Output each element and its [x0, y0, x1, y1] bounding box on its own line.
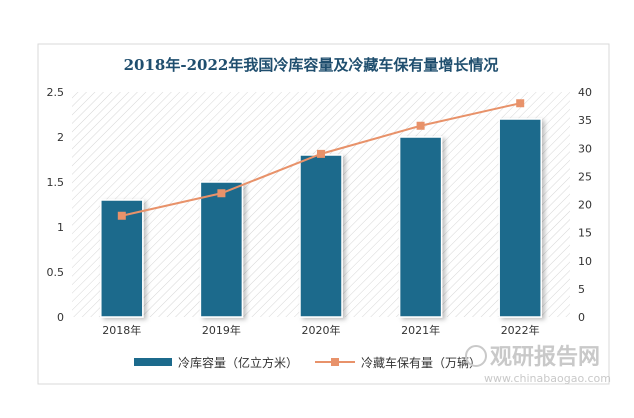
x-tick-label: 2020年: [302, 323, 341, 337]
y-left-tick-label: 2: [57, 131, 64, 144]
bar: [398, 136, 443, 318]
watermark-brand: 观研报告网: [490, 345, 600, 370]
y-left-tick-label: 2.5: [47, 86, 65, 99]
y-right-tick-label: 35: [578, 114, 592, 127]
y-right-tick-label: 0: [578, 311, 585, 324]
bar: [199, 181, 244, 318]
line-point: [217, 189, 226, 198]
legend-line-marker: [331, 358, 339, 366]
legend-bar-label: 冷库容量（亿立方米）: [178, 355, 298, 370]
y-left-tick-label: 0.5: [47, 266, 65, 279]
bar: [299, 154, 343, 318]
line-point: [516, 99, 525, 108]
y-right-tick-label: 30: [578, 142, 592, 155]
line-series: [117, 99, 525, 220]
line-point: [317, 149, 325, 158]
y-right-tick-label: 10: [578, 255, 592, 268]
x-tick-label: 2018年: [102, 323, 141, 337]
x-axis: 2018年 2019年 2020年 2021年 2022年: [102, 323, 539, 337]
x-tick-label: 2019年: [202, 323, 241, 337]
bar: [498, 118, 542, 318]
x-tick-label: 2022年: [501, 323, 540, 337]
x-tick-label: 2021年: [401, 323, 440, 337]
y-right-tick-label: 20: [578, 199, 592, 212]
line-point: [117, 211, 126, 220]
legend: 冷库容量（亿立方米） 冷藏车保有量（万辆）: [134, 355, 481, 370]
watermark-url: www.chinabaogao.com: [484, 372, 611, 385]
legend-bar-swatch: [134, 358, 172, 366]
bar-series: [100, 118, 542, 318]
watermark: 观研报告网 www.chinabaogao.com: [465, 345, 611, 385]
legend-line-label: 冷藏车保有量（万辆）: [361, 355, 481, 370]
y-left-tick-label: 0: [57, 311, 64, 324]
y-right-tick-label: 5: [578, 283, 585, 296]
y-right-tick-label: 15: [578, 227, 592, 240]
y-axis-right: 0 5 10 15 20 25 30 35 40: [578, 86, 592, 324]
watermark-logo-icon: [465, 345, 487, 367]
line-point: [416, 121, 425, 130]
y-right-tick-label: 25: [578, 170, 592, 183]
y-left-tick-label: 1: [57, 221, 64, 234]
y-right-tick-label: 40: [578, 86, 592, 99]
chart-title: 2018年-2022年我国冷库容量及冷藏车保有量增长情况: [124, 56, 499, 74]
y-axis-left: 0 0.5 1 1.5 2 2.5: [47, 86, 65, 324]
y-left-tick-label: 1.5: [47, 176, 65, 189]
